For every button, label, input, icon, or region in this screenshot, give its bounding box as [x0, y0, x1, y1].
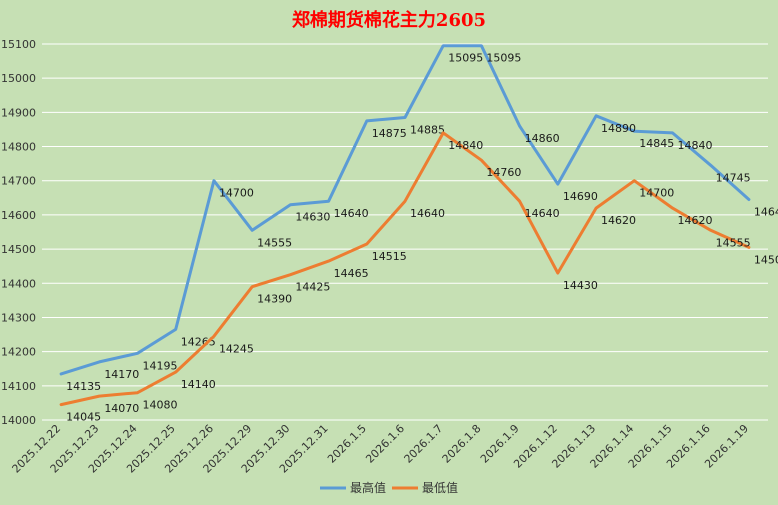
data-label: 14620	[601, 214, 636, 227]
data-label: 14690	[563, 190, 598, 203]
data-label: 14170	[104, 368, 139, 381]
data-label: 14555	[257, 236, 292, 249]
y-tick-label: 14200	[1, 346, 36, 359]
data-label: 14135	[66, 380, 101, 393]
data-label: 14430	[563, 279, 598, 292]
data-label: 14245	[219, 342, 254, 355]
data-label: 14265	[181, 335, 216, 348]
y-tick-label: 14400	[1, 277, 36, 290]
data-label: 14860	[525, 132, 560, 145]
series-line-high	[59, 44, 751, 376]
y-tick-label: 14100	[1, 380, 36, 393]
y-tick-label: 15100	[1, 38, 36, 51]
data-label: 14700	[219, 187, 254, 200]
data-label: 14630	[295, 211, 330, 224]
data-label: 14045	[66, 411, 101, 424]
y-tick-label: 14800	[1, 141, 36, 154]
data-label: 14140	[181, 378, 216, 391]
chart-title: 郑棉期货棉花主力2605	[291, 10, 487, 31]
legend-label: 最高值	[350, 480, 386, 495]
x-tick-label: 2026.1.7	[402, 422, 446, 466]
x-tick-label: 2026.1.8	[440, 422, 484, 466]
y-tick-label: 14600	[1, 209, 36, 222]
data-label: 14760	[486, 166, 521, 179]
data-label: 15095	[448, 52, 483, 65]
y-tick-label: 15000	[1, 72, 36, 85]
data-label: 14645	[754, 206, 778, 219]
x-tick-label: 2026.1.5	[325, 422, 369, 466]
y-tick-label: 14700	[1, 175, 36, 188]
data-label: 14080	[143, 399, 178, 412]
data-label: 14885	[410, 123, 445, 136]
data-label: 14640	[525, 207, 560, 220]
y-tick-label: 14000	[1, 414, 36, 427]
data-label: 14555	[716, 236, 751, 249]
data-label: 14390	[257, 293, 292, 306]
data-label: 14840	[448, 139, 483, 152]
data-label: 14195	[143, 359, 178, 372]
data-label: 14640	[410, 207, 445, 220]
y-tick-label: 14900	[1, 106, 36, 119]
data-label: 14875	[372, 127, 407, 140]
y-tick-label: 14500	[1, 243, 36, 256]
data-label: 15095	[486, 52, 521, 65]
data-label: 14845	[639, 137, 674, 150]
data-label: 14745	[716, 171, 751, 184]
data-label: 14620	[677, 214, 712, 227]
legend-label: 最低值	[422, 480, 458, 495]
x-tick-label: 2026.1.6	[363, 422, 407, 466]
data-label: 14505	[754, 253, 778, 266]
data-label: 14465	[334, 267, 369, 280]
data-label: 14640	[334, 207, 369, 220]
series-line-low	[59, 131, 751, 407]
data-label: 14840	[677, 139, 712, 152]
y-tick-label: 14300	[1, 311, 36, 324]
data-label: 14700	[639, 187, 674, 200]
data-label: 14425	[295, 281, 330, 294]
data-label: 14515	[372, 250, 407, 263]
data-label: 14070	[104, 402, 139, 415]
data-label: 14890	[601, 122, 636, 135]
